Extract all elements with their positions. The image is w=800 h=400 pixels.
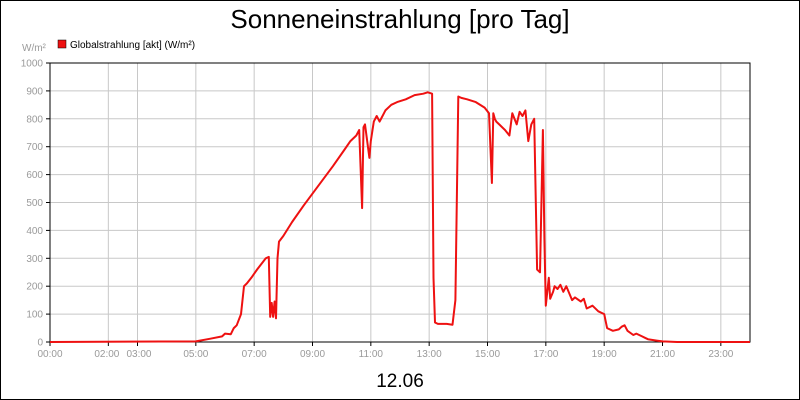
y-tick-label: 400 xyxy=(26,226,43,237)
y-axis-unit: W/m² xyxy=(22,43,47,54)
grid xyxy=(49,62,750,343)
series-layer xyxy=(49,91,750,343)
y-tick-label: 800 xyxy=(26,114,43,125)
y-tick-label: 1000 xyxy=(21,59,44,70)
series-line-globalstrahlung xyxy=(49,91,750,343)
x-tick-label: 23:00 xyxy=(708,349,733,360)
y-axis: 0 100 200 300 400 500 600 700 800 900 1000 xyxy=(21,59,50,349)
chart-title: Sonneneinstrahlung [pro Tag] xyxy=(230,4,569,34)
x-tick-label: 21:00 xyxy=(650,349,675,360)
x-tick-label: 02:00 xyxy=(94,349,119,360)
date-label: 12.06 xyxy=(376,371,424,392)
x-tick-label: 07:00 xyxy=(242,349,267,360)
y-tick-label: 0 xyxy=(37,338,43,349)
x-tick-label: 09:00 xyxy=(300,349,325,360)
x-tick-label: 13:00 xyxy=(417,349,442,360)
x-tick-label: 19:00 xyxy=(592,349,617,360)
x-axis: 00:00 02:00 03:00 05:00 07:00 09:00 11:00 13:00… xyxy=(37,342,734,360)
y-tick-label: 200 xyxy=(26,282,43,293)
legend-swatch xyxy=(57,39,67,49)
x-tick-label: 00:00 xyxy=(37,349,62,360)
y-tick-label: 100 xyxy=(26,310,43,321)
x-tick-label: 17:00 xyxy=(533,349,558,360)
legend-entry: Globalstrahlung [akt] (W/m²) xyxy=(70,40,195,51)
y-tick-label: 700 xyxy=(26,142,43,153)
x-tick-label: 03:00 xyxy=(126,349,151,360)
x-tick-label: 15:00 xyxy=(475,349,500,360)
y-tick-label: 500 xyxy=(26,198,43,209)
y-tick-label: 300 xyxy=(26,254,43,265)
y-tick-label: 900 xyxy=(26,86,43,97)
legend: Globalstrahlung [akt] (W/m²) xyxy=(57,39,195,51)
y-tick-label: 600 xyxy=(26,170,43,181)
x-tick-label: 11:00 xyxy=(359,349,384,360)
x-tick-label: 05:00 xyxy=(183,349,208,360)
